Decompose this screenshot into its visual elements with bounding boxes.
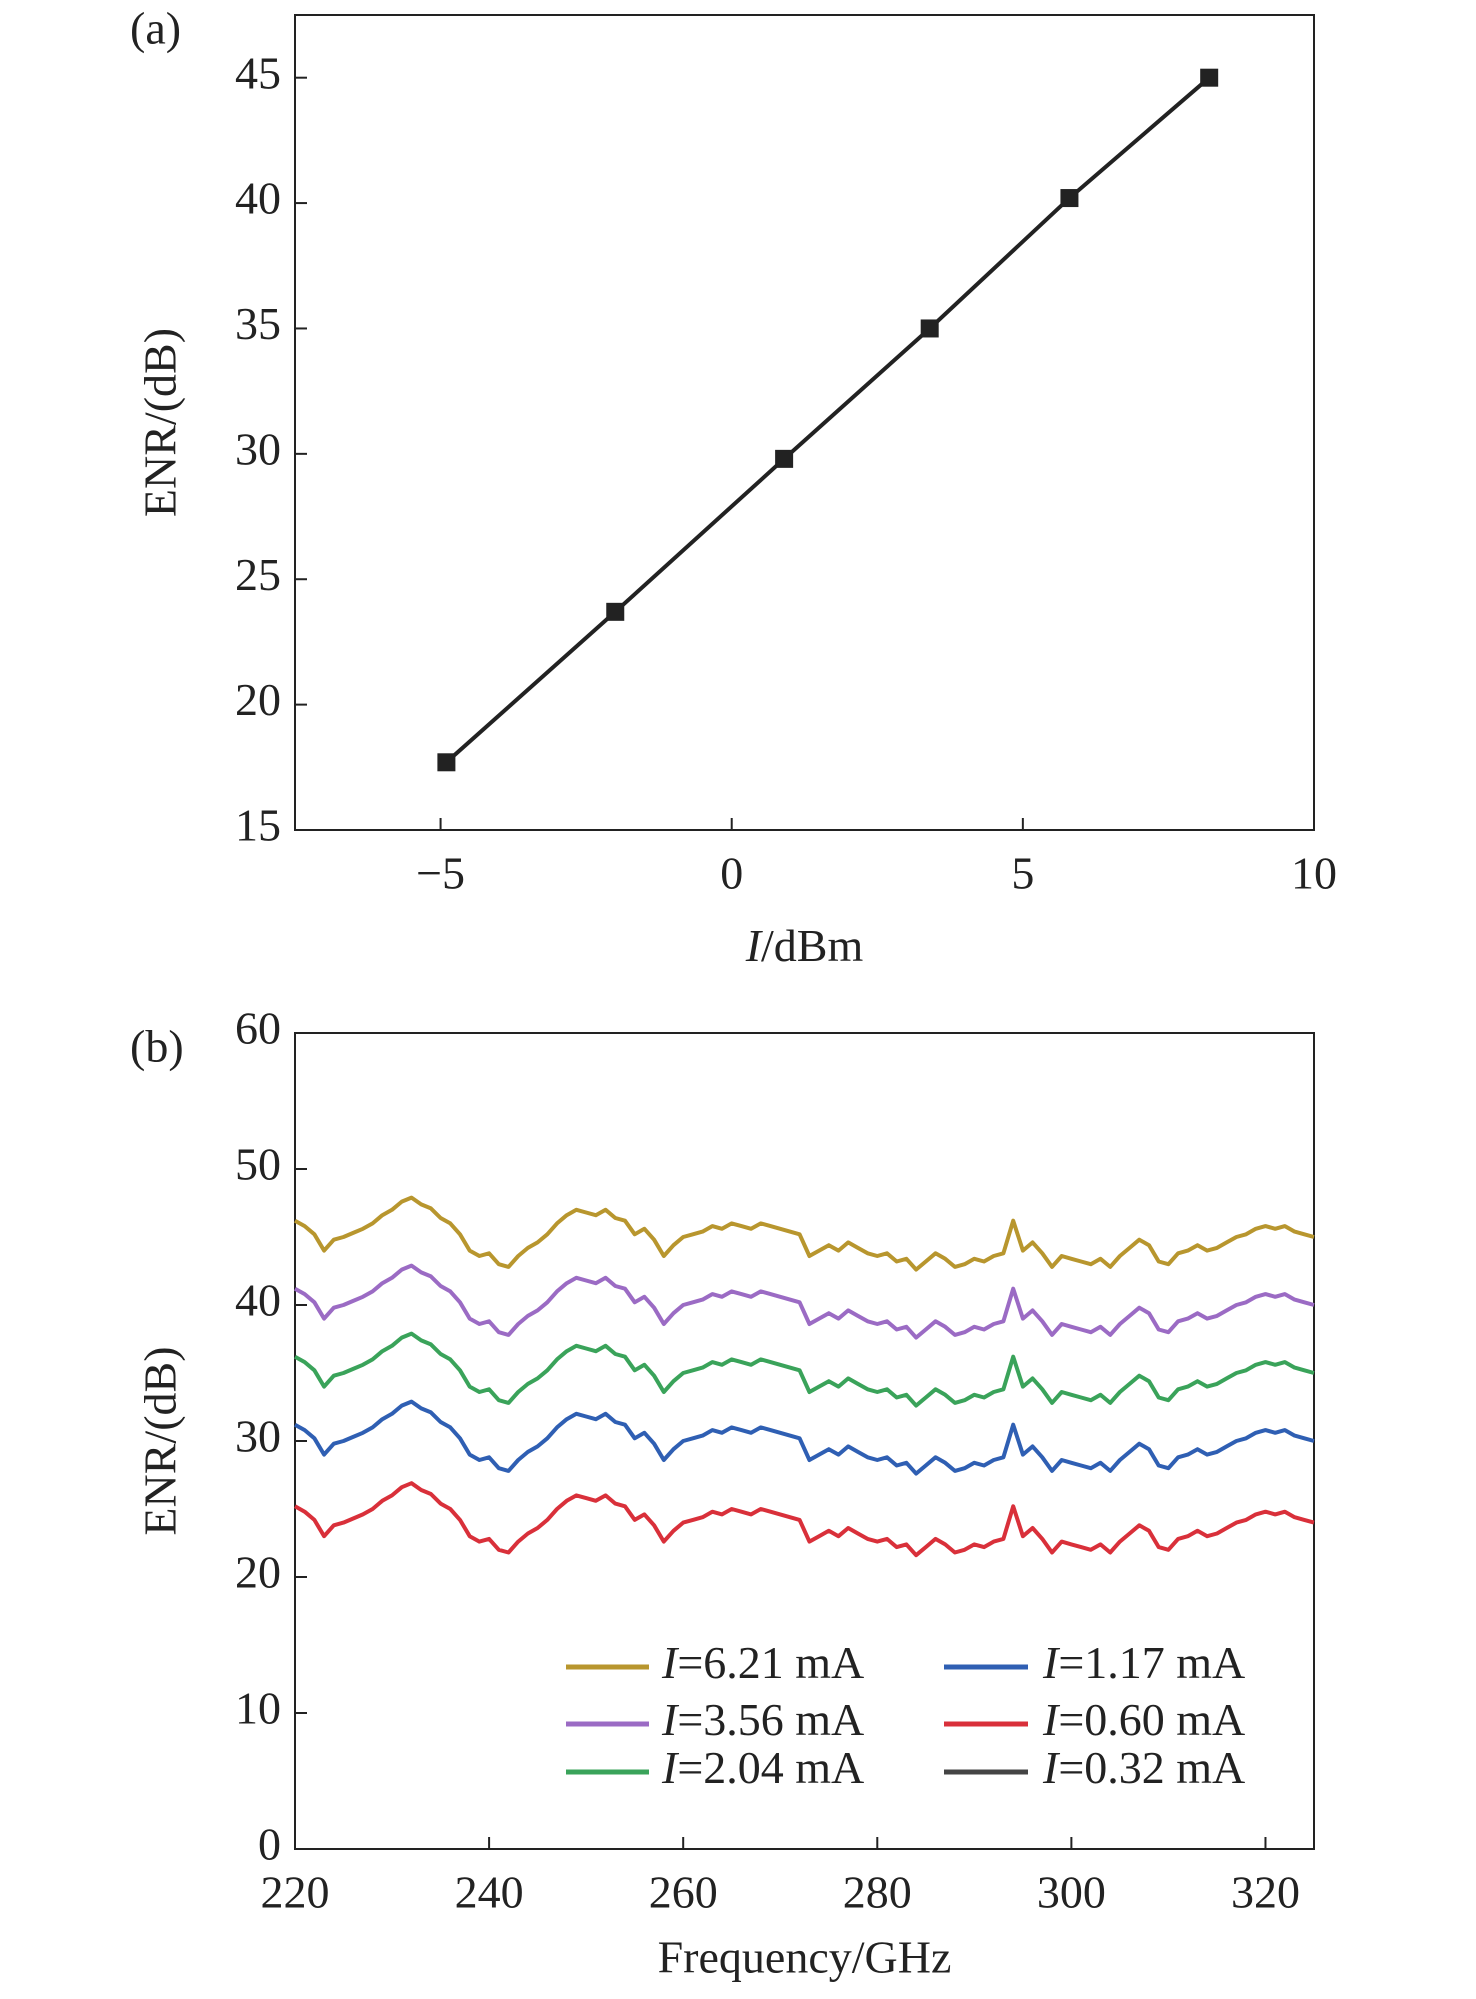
y-tick-label: 10 <box>235 1683 281 1734</box>
y-tick-label: 20 <box>235 1547 281 1598</box>
x-tick-label: 10 <box>1291 848 1337 899</box>
y-tick-label: 35 <box>235 298 281 349</box>
legend-label: I=1.17 mA <box>1042 1637 1245 1688</box>
y-axis-label: ENR/(dB) <box>135 328 186 517</box>
y-tick-label: 60 <box>235 1003 281 1054</box>
x-tick-label: −5 <box>416 848 465 899</box>
x-tick-label: 260 <box>649 1867 718 1918</box>
legend-label: I=2.04 mA <box>661 1742 864 1793</box>
y-tick-label: 25 <box>235 549 281 600</box>
series-line <box>294 1481 1315 1558</box>
panel-label: (b) <box>130 1021 184 1072</box>
x-tick-label: 300 <box>1037 1867 1106 1918</box>
x-axis-label: I/dBm <box>745 920 864 971</box>
legend-label: I=3.56 mA <box>661 1694 864 1745</box>
legend-label: I=0.32 mA <box>1042 1742 1245 1793</box>
marker <box>606 602 625 621</box>
x-tick-label: 320 <box>1231 1867 1300 1918</box>
marker <box>920 319 939 338</box>
marker <box>775 449 794 468</box>
y-tick-label: 30 <box>235 1411 281 1462</box>
series-line <box>294 1331 1315 1408</box>
y-tick-label: 40 <box>235 173 281 224</box>
x-tick-label: 0 <box>720 848 743 899</box>
x-tick-label: 240 <box>455 1867 524 1918</box>
marker <box>1060 189 1079 208</box>
y-tick-label: 50 <box>235 1139 281 1190</box>
x-tick-label: 220 <box>261 1867 330 1918</box>
legend-label: I=6.21 mA <box>661 1637 864 1688</box>
series-line <box>294 1399 1315 1476</box>
series-line <box>294 1263 1315 1340</box>
y-tick-label: 0 <box>258 1819 281 1870</box>
marker <box>1200 68 1219 87</box>
series-line <box>294 1195 1315 1272</box>
y-axis-label: ENR/(dB) <box>135 1346 186 1535</box>
y-tick-label: 40 <box>235 1275 281 1326</box>
y-tick-label: 20 <box>235 674 281 725</box>
legend-label: I=0.60 mA <box>1042 1694 1245 1745</box>
x-axis-label: Frequency/GHz <box>658 1932 952 1983</box>
x-tick-label: 5 <box>1011 848 1034 899</box>
y-tick-label: 45 <box>235 47 281 98</box>
panel-label: (a) <box>130 3 181 54</box>
plot-frame <box>294 14 1315 831</box>
series-line <box>445 76 1211 764</box>
y-tick-label: 30 <box>235 423 281 474</box>
x-tick-label: 280 <box>843 1867 912 1918</box>
marker <box>437 753 456 772</box>
y-tick-label: 15 <box>235 800 281 851</box>
